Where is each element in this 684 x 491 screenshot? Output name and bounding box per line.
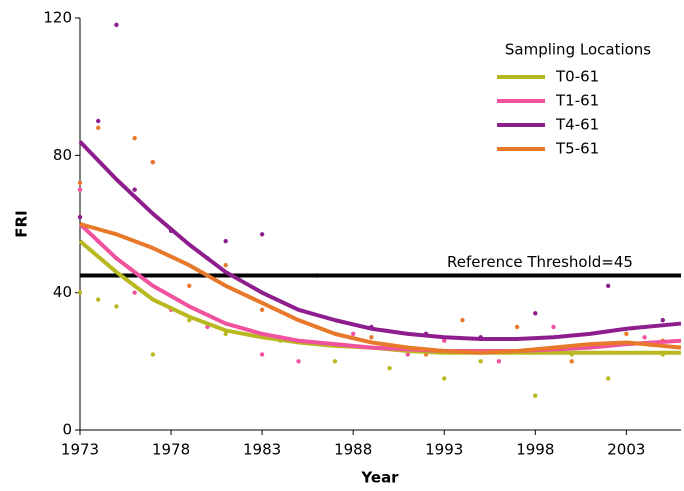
data-point [150, 352, 156, 357]
data-point [478, 359, 483, 364]
reference-label: Reference Threshold=45 [447, 253, 633, 271]
y-axis-label: FRI [13, 210, 31, 237]
data-point [259, 232, 265, 237]
y-tick-label: 40 [53, 283, 72, 301]
legend-title: Sampling Locations [505, 41, 651, 59]
x-axis-label: Year [360, 469, 399, 487]
data-point [496, 359, 502, 364]
x-tick-label: 1988 [334, 441, 372, 459]
data-point [223, 331, 228, 337]
data-point [223, 263, 228, 268]
x-tick-label: 1978 [152, 441, 190, 459]
data-point [96, 125, 101, 131]
data-point [259, 307, 265, 313]
legend-label: T0-61 [555, 68, 599, 86]
data-point [187, 283, 192, 288]
data-point [369, 335, 374, 340]
data-point [77, 187, 83, 192]
data-point [77, 180, 83, 185]
data-point [77, 214, 83, 220]
y-tick-label: 0 [62, 421, 72, 439]
data-point [387, 366, 392, 371]
data-point [150, 160, 156, 165]
y-tick-label: 120 [43, 9, 72, 27]
x-tick-label: 1983 [243, 441, 281, 459]
data-point [96, 297, 101, 302]
data-point [642, 335, 647, 340]
data-point [132, 187, 137, 192]
data-point [442, 376, 447, 381]
data-point [132, 135, 137, 141]
trend-line [78, 222, 682, 354]
y-tick-label: 80 [53, 146, 72, 164]
data-point [551, 324, 556, 330]
data-point [533, 311, 538, 316]
legend-label: T5-61 [555, 140, 599, 158]
data-point [132, 290, 137, 295]
data-point [514, 324, 520, 330]
data-point [114, 22, 119, 28]
data-point [605, 376, 611, 381]
data-point [624, 331, 629, 337]
data-point [460, 317, 465, 323]
trend-line [78, 140, 682, 342]
data-point [569, 359, 574, 364]
legend-label: T1-61 [555, 92, 599, 110]
data-point [77, 290, 83, 295]
x-tick-label: 1998 [516, 441, 554, 459]
data-point [332, 359, 338, 364]
data-point [405, 352, 411, 357]
x-tick-label: 1973 [61, 441, 99, 459]
data-point [660, 317, 665, 323]
data-point [350, 331, 356, 337]
data-point [442, 338, 447, 343]
trend-line [79, 222, 682, 355]
data-point [533, 393, 538, 398]
legend-label: T4-61 [555, 116, 599, 134]
x-tick-label: 1993 [425, 441, 463, 459]
data-point [114, 304, 119, 309]
data-point [223, 238, 228, 244]
data-point [605, 283, 611, 288]
data-point [96, 118, 101, 124]
data-point [259, 352, 265, 357]
x-tick-label: 2003 [607, 441, 645, 459]
data-point [296, 359, 301, 364]
